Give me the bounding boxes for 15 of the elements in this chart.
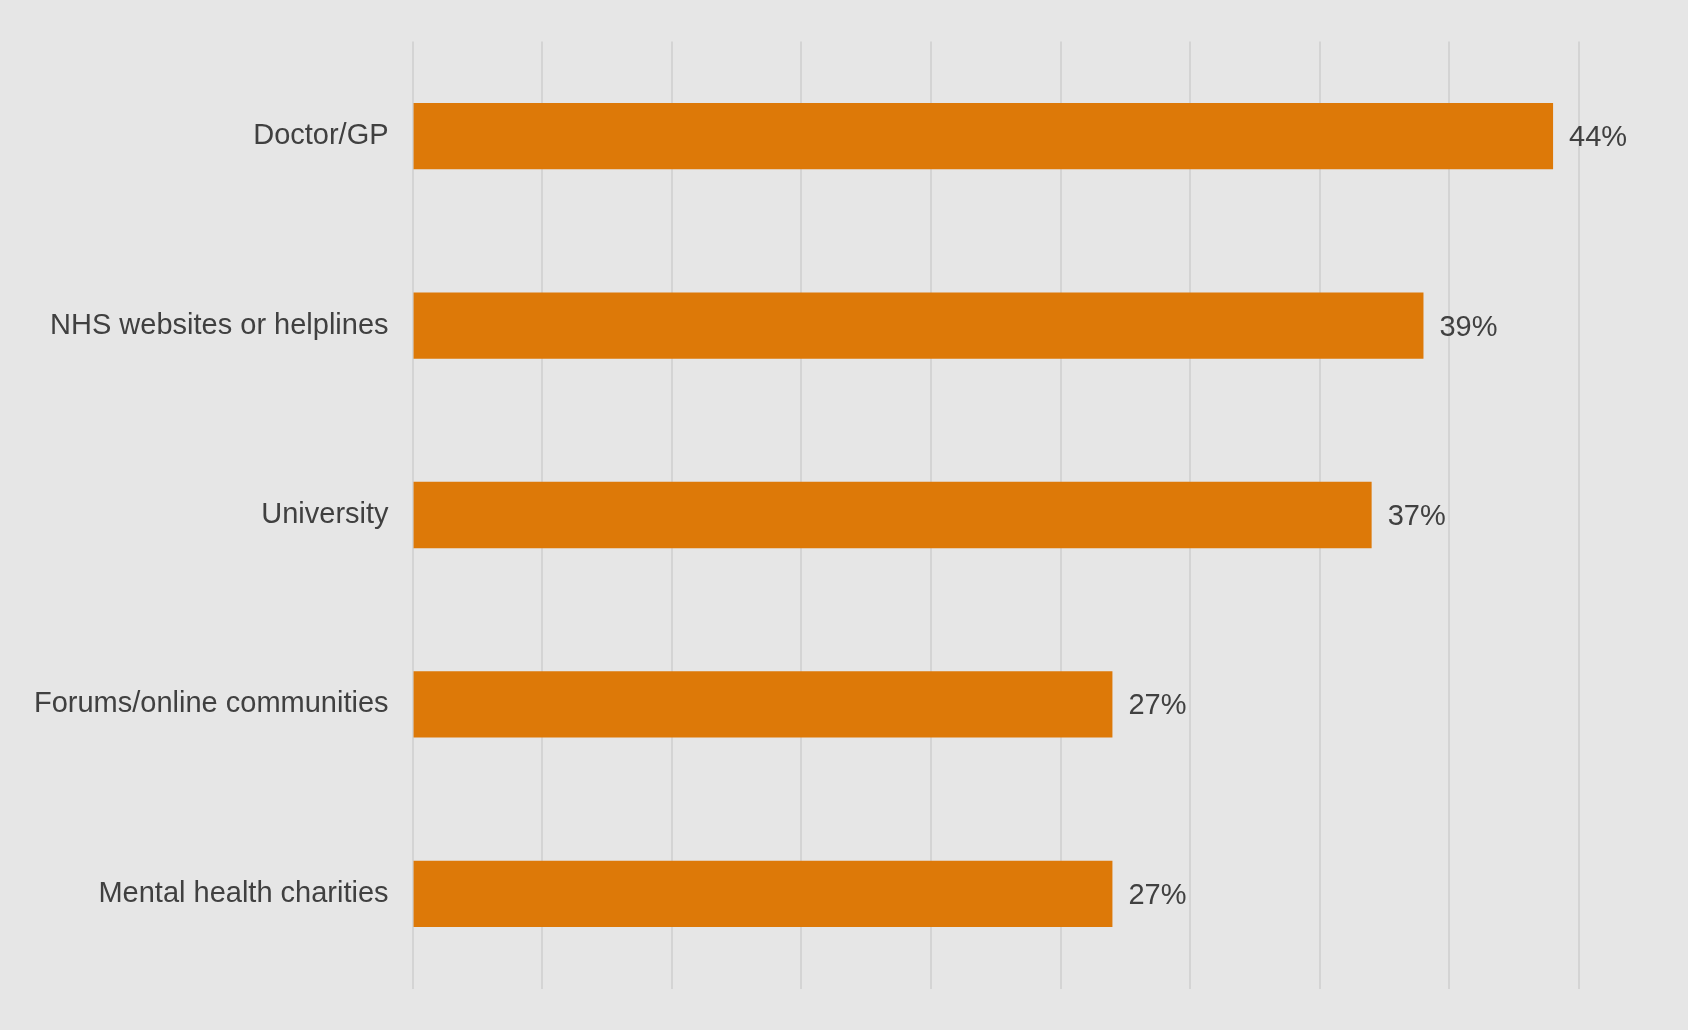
y-tick-label: University (261, 497, 390, 529)
y-tick-label: NHS websites or helplines (50, 307, 389, 340)
y-tick-label: Forums/online communities (33, 686, 389, 719)
data-label: 39% (1439, 309, 1498, 342)
data-label: 44% (1569, 120, 1628, 153)
bar (413, 102, 1554, 170)
data-label: 27% (1128, 877, 1187, 910)
bar (413, 860, 1113, 928)
y-tick-label: Doctor/GP (253, 118, 389, 151)
y-tick-label: Mental health charities (98, 875, 389, 908)
bar (413, 481, 1372, 549)
data-label: 37% (1387, 499, 1446, 531)
bar (413, 671, 1113, 738)
bar (413, 292, 1424, 359)
data-label: 27% (1128, 688, 1187, 721)
